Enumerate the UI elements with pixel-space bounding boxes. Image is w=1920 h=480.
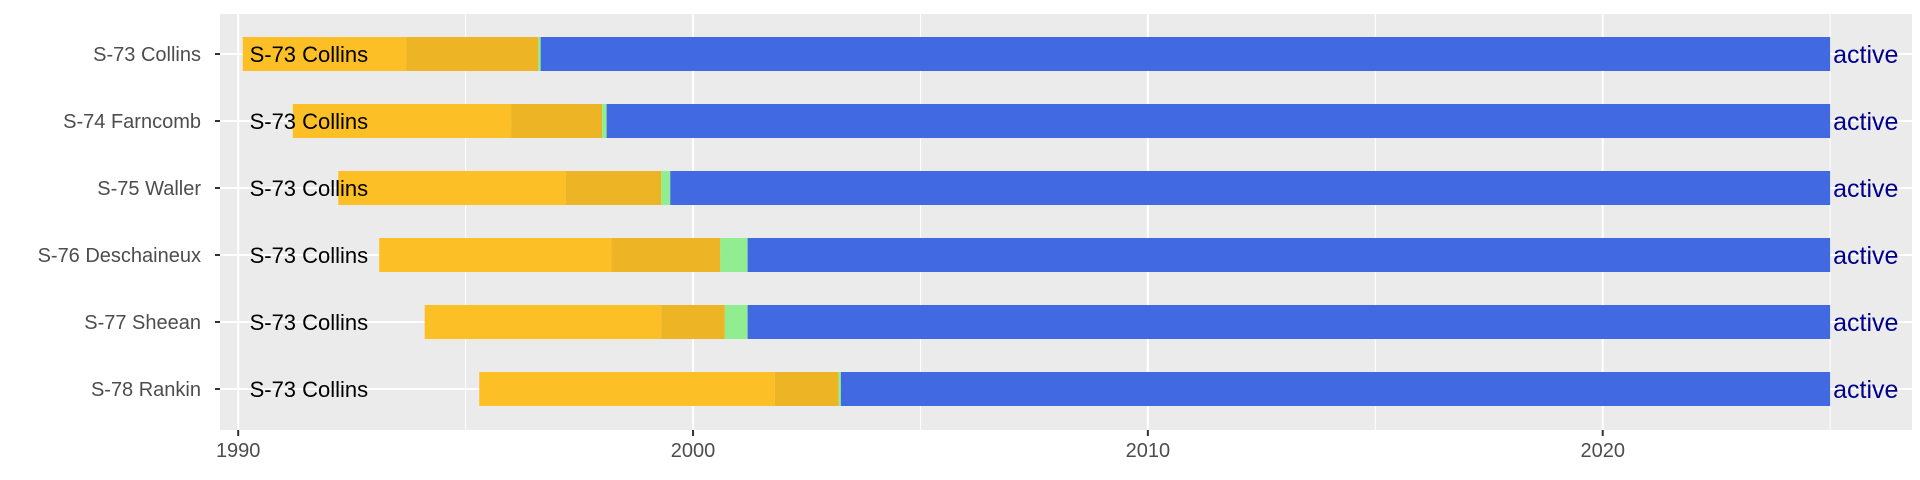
x-axis: 1990 2000 2010 2020 [216,430,1625,462]
minor-gridlines [465,14,1831,430]
x-tick-label: 2010 [1126,440,1171,462]
bar-phase2 [611,238,721,272]
status-label: active [1833,41,1898,69]
bar-phase1 [479,372,775,406]
bar-phase1 [379,238,612,272]
status-label: active [1833,242,1898,270]
y-tick-label: S-77 Sheean [84,312,201,334]
plot-panel [220,14,1912,430]
bar-phase3 [724,305,748,339]
bar-active [670,171,1831,205]
y-tick-label: S-74 Farncomb [63,111,201,133]
x-tick-label: 2020 [1580,440,1625,462]
bar-phase3 [538,37,541,71]
bar-phase1 [292,104,512,138]
y-axis: S-73 Collins S-74 Farncomb S-75 Waller S-76… [38,44,220,401]
y-tick-label: S-76 Deschaineux [38,245,201,267]
bar-phase3 [838,372,841,406]
x-tick-label: 1990 [216,440,261,462]
bar-active [840,372,1831,406]
bar-active [606,104,1831,138]
bar-label: S-73 Collins [250,176,369,201]
bar-label: S-73 Collins [250,377,369,402]
bar-label: S-73 Collins [250,243,369,268]
status-label: active [1833,376,1898,404]
bar-active [747,238,1831,272]
x-tick-label: 2000 [671,440,716,462]
bar-phase3 [661,171,671,205]
bar-phase1 [242,37,407,71]
bar-phase2 [511,104,603,138]
bar-active [747,305,1831,339]
bar-phase3 [602,104,607,138]
labels-layer: S-73 Collins active S-73 Collins active S-73… [250,41,1899,404]
status-label: active [1833,108,1898,136]
y-tick-label: S-73 Collins [93,44,201,66]
status-label: active [1833,175,1898,203]
bar-phase2 [565,171,662,205]
bar-label: S-73 Collins [250,109,369,134]
bar-phase1 [338,171,566,205]
bar-active [540,37,1831,71]
bar-label: S-73 Collins [250,310,369,335]
bars-layer [242,37,1831,406]
bar-phase2 [774,372,839,406]
y-tick-label: S-78 Rankin [91,379,201,401]
bar-phase1 [424,305,662,339]
y-tick-label: S-75 Waller [97,178,201,200]
bar-phase2 [406,37,539,71]
bar-phase3 [720,238,748,272]
status-label: active [1833,309,1898,337]
bar-label: S-73 Collins [250,42,369,67]
bar-phase2 [661,305,725,339]
